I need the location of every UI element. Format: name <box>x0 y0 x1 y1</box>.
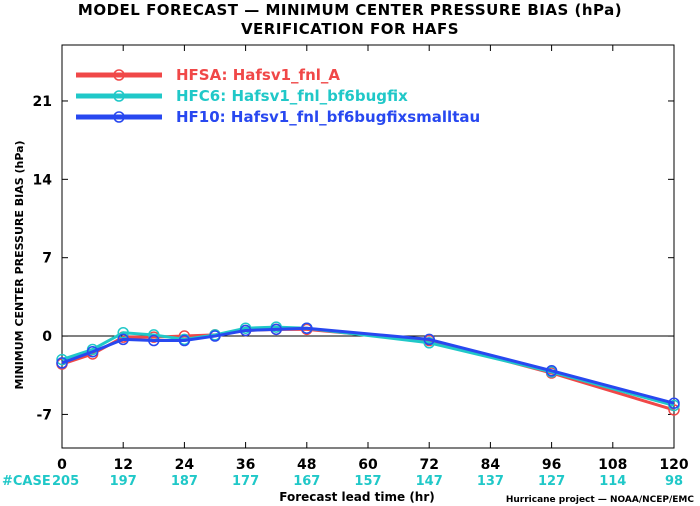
series-2 <box>56 322 680 409</box>
y-tick-label: 21 <box>33 94 52 110</box>
data-point <box>117 326 129 339</box>
data-point <box>209 330 221 342</box>
case-count: 137 <box>477 474 504 489</box>
chart-title: MODEL FORECAST — MINIMUM CENTER PRESSURE… <box>78 1 622 19</box>
legend-label: HFSA: Hafsv1_fnl_A <box>176 66 340 84</box>
y-tick-label: -7 <box>36 407 52 423</box>
series-line <box>61 325 675 407</box>
x-tick-label: 0 <box>57 457 67 473</box>
y-axis-label: MINIMUM CENTER PRESSURE BIAS (hPa) <box>13 140 26 389</box>
case-count: 98 <box>665 474 683 489</box>
chart-subtitle: VERIFICATION FOR HAFS <box>241 20 459 38</box>
plot-area: -7 0 7 14 21 0 12 24 36 48 60 72 84 96 108 120 HFSA: H… <box>33 44 689 473</box>
x-tick-label: 120 <box>659 457 688 473</box>
data-point <box>239 324 252 337</box>
x-tick-label: 96 <box>542 457 561 473</box>
x-tick-label: 12 <box>113 457 132 473</box>
case-count: 187 <box>171 474 198 489</box>
x-tick-label: 24 <box>175 457 195 473</box>
x-tick-label: 60 <box>358 457 378 473</box>
case-count: 197 <box>110 474 137 489</box>
data-point <box>301 322 313 334</box>
case-count: 157 <box>354 474 381 489</box>
x-tick-label: 84 <box>481 457 501 473</box>
x-tick-label: 72 <box>419 457 438 473</box>
data-point <box>423 337 435 349</box>
y-axis-ticks: -7 0 7 14 21 <box>33 94 674 423</box>
data-point <box>117 333 129 346</box>
plot-frame <box>61 44 675 449</box>
case-count: 127 <box>538 474 565 489</box>
x-axis-ticks: 0 12 24 36 48 60 72 84 96 108 120 <box>57 45 689 473</box>
case-count-row: #CASE 205 197 187 177 167 157 147 137 127 114 98 <box>2 474 683 489</box>
data-point <box>545 365 558 377</box>
credit-text: Hurricane project — NOAA/NCEP/EMC <box>506 495 695 505</box>
data-point <box>148 334 160 347</box>
legend-marker <box>113 111 125 123</box>
legend-label: HF10: Hafsv1_fnl_bf6bugfixsmalltau <box>176 108 480 126</box>
legend-marker <box>113 90 125 102</box>
legend: HFSA: Hafsv1_fnl_A HFC6: Hafsv1_fnl_bf6bu… <box>76 66 480 126</box>
data-point <box>178 334 191 347</box>
y-tick-label: 7 <box>42 251 52 267</box>
legend-marker <box>113 69 125 81</box>
series-layer <box>56 321 680 416</box>
case-count: 167 <box>293 474 320 489</box>
y-tick-label: 0 <box>42 329 52 345</box>
data-point <box>56 357 68 369</box>
case-count: 177 <box>232 474 259 489</box>
x-tick-label: 36 <box>236 457 255 473</box>
case-count: 205 <box>52 474 79 489</box>
legend-label: HFC6: Hafsv1_fnl_bf6bugfix <box>176 87 408 105</box>
y-tick-label: 14 <box>33 172 53 188</box>
case-label: #CASE <box>2 474 51 489</box>
data-point <box>86 345 99 358</box>
case-count: 147 <box>416 474 443 489</box>
data-point <box>668 397 680 409</box>
data-point <box>423 333 435 346</box>
case-count: 114 <box>599 474 626 489</box>
x-tick-label: 48 <box>297 457 316 473</box>
x-tick-label: 108 <box>598 457 627 473</box>
x-axis-label: Forecast lead time (hr) <box>279 490 435 504</box>
data-point <box>270 323 282 336</box>
